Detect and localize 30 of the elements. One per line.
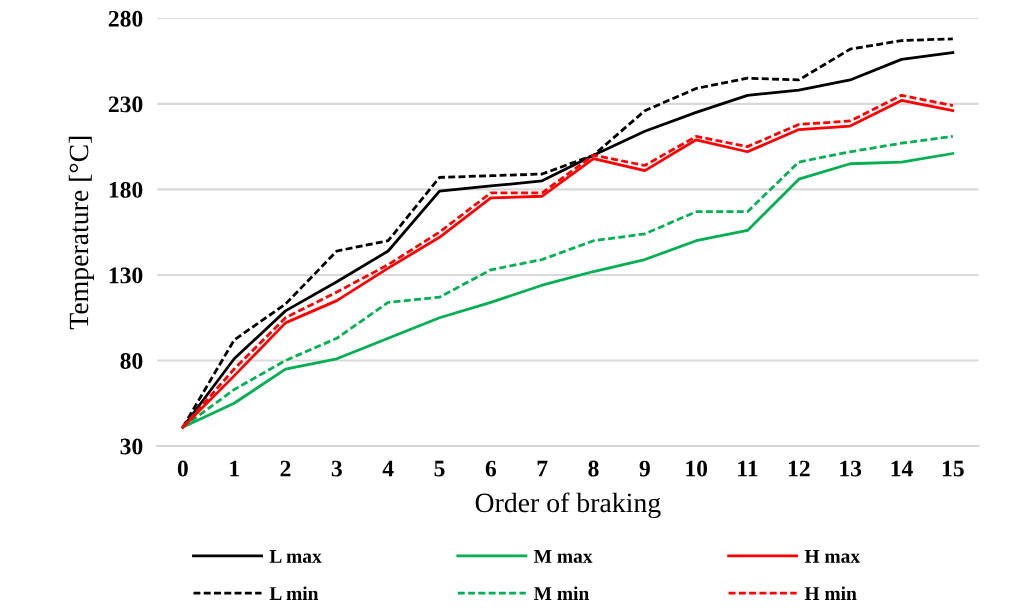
y-axis-title: Temperature [°C] [68,136,94,330]
legend-label: L max [269,549,322,563]
legend-label: H min [804,586,857,600]
x-tick-label: 1 [230,460,239,477]
x-tick-label: 7 [537,460,548,477]
y-tick-label: 80 [120,352,143,369]
x-tick-label: 14 [891,460,913,477]
legend-label: L min [269,586,319,600]
y-tick-label: 230 [108,96,143,113]
x-tick-label: 15 [942,460,964,477]
x-axis-title: Order of braking [475,492,661,518]
legend-label: H max [804,549,860,563]
y-tick-label: 130 [109,267,143,284]
x-tick-label: 12 [788,460,810,477]
y-tick-label: 30 [120,438,143,455]
x-tick-label: 2 [280,460,291,477]
legend-label: M min [533,586,589,600]
x-tick-label: 13 [840,460,862,477]
x-tick-label: 0 [177,460,188,477]
y-tick-label: 180 [109,181,143,198]
x-tick-label: 3 [331,460,342,477]
x-tick-label: 9 [639,460,650,477]
y-tick-label: 280 [108,10,143,27]
x-tick-label: 5 [434,460,445,477]
x-tick-label: 10 [686,460,708,477]
legend-label: M max [533,549,593,563]
x-tick-label: 4 [382,460,394,477]
x-tick-label: 6 [485,460,497,477]
x-tick-label: 8 [588,460,599,477]
x-tick-label: 11 [738,460,758,477]
